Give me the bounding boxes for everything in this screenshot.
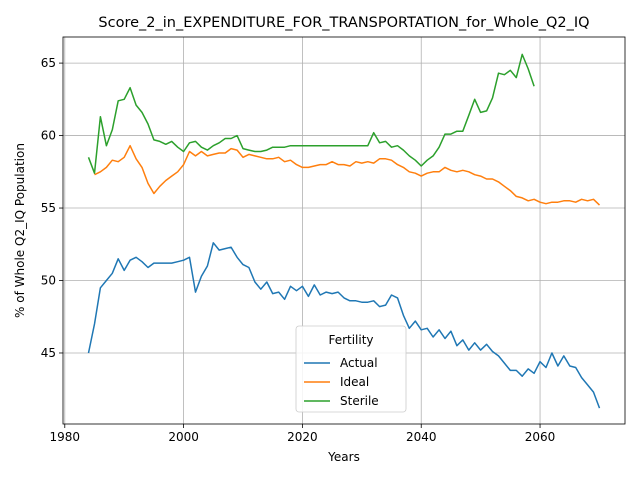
- legend-label-actual: Actual: [340, 356, 378, 370]
- y-tick-label: 45: [41, 346, 56, 360]
- series-line-sterile: [87, 53, 535, 174]
- x-axis-label: Years: [327, 450, 360, 464]
- series-line-actual: [87, 242, 601, 409]
- legend-label-sterile: Sterile: [340, 394, 379, 408]
- x-tick-label: 2060: [525, 430, 556, 444]
- x-tick-label: 2040: [406, 430, 437, 444]
- legend: Fertility Actual Ideal Sterile: [295, 325, 407, 413]
- x-tick-label: 1980: [50, 430, 81, 444]
- axis-ticks: 1980 2000 2020 2040 2060 45 50 55 60 65: [41, 56, 556, 444]
- y-tick-label: 55: [41, 201, 56, 215]
- series-lines: [87, 53, 601, 409]
- legend-label-ideal: Ideal: [340, 375, 369, 389]
- y-tick-label: 60: [41, 129, 56, 143]
- y-axis-label: % of Whole Q2_IQ Population: [13, 143, 27, 318]
- x-tick-label: 2020: [287, 430, 318, 444]
- legend-box: [295, 325, 407, 413]
- chart-title: Score_2_in_EXPENDITURE_FOR_TRANSPORTATIO…: [98, 15, 589, 31]
- series-line-ideal: [94, 144, 601, 206]
- y-tick-label: 65: [41, 56, 56, 70]
- x-tick-label: 2000: [168, 430, 199, 444]
- y-tick-label: 50: [41, 274, 56, 288]
- legend-title: Fertility: [328, 333, 373, 347]
- plot-area-frame: [62, 36, 626, 425]
